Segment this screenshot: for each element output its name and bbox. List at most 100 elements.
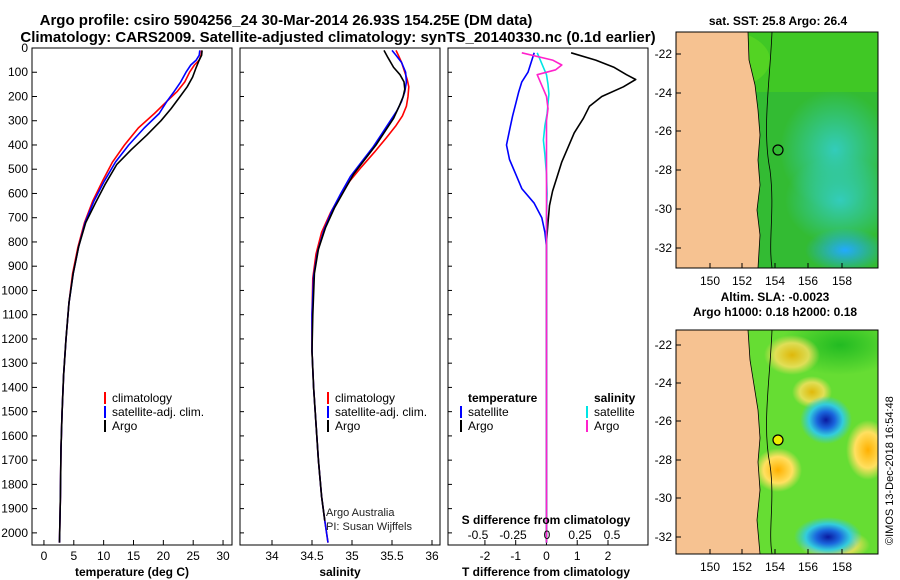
argo-location-marker <box>772 144 784 156</box>
s-difference-tick-label: -0.25 <box>499 528 527 542</box>
salinity-x-ticks: 34 34.5 35 35.5 36 <box>265 540 439 563</box>
lon-tick: 154 <box>765 274 785 288</box>
salinity-panel: 34 34.5 35 35.5 36 salinity climatology sate… <box>239 47 441 579</box>
lon-tick: 150 <box>700 560 720 574</box>
x-tick-label: 30 <box>216 549 230 563</box>
sla-map-field <box>676 330 878 554</box>
x-tick-label: 5 <box>70 549 77 563</box>
depth-tick-label: 1100 <box>2 308 28 322</box>
x-tick-label: 25 <box>187 549 201 563</box>
depth-tick-label: 200 <box>8 89 28 103</box>
header-line-1: Argo profile: csiro 5904256_24 30-Mar-20… <box>40 12 533 29</box>
sla-map: Altim. SLA: -0.0023 Argo h1000: 0.18 h20… <box>655 290 879 574</box>
temperature-panel: 0 5 10 15 20 25 30 temperature (deg C) climato… <box>31 47 233 579</box>
sst-map-frame <box>675 31 879 269</box>
t-difference-x-label: T difference from climatology <box>462 565 630 579</box>
sst-map: sat. SST: 25.8 Argo: 26.4 -22 -24 -26 -2… <box>655 14 879 288</box>
depth-tick-label: 1400 <box>1 380 28 394</box>
salinity-series <box>311 49 410 543</box>
lon-tick: 156 <box>798 560 818 574</box>
legend-label-salinity-satellite: satellite <box>594 405 635 419</box>
sst-map-title: sat. SST: 25.8 Argo: 26.4 <box>709 14 848 28</box>
series-line-temperature-satellite <box>505 52 548 543</box>
sla-map-title-2: Argo h1000: 0.18 h2000: 0.18 <box>693 305 857 319</box>
depth-tick-label: 1800 <box>1 477 28 491</box>
header-line-2: Climatology: CARS2009. Satellite-adjuste… <box>20 29 655 46</box>
legend-label-salinity-argo: Argo <box>594 419 620 433</box>
lat-tick: -22 <box>655 47 673 61</box>
lon-tick: 152 <box>732 560 752 574</box>
credit-line-1: Argo Australia <box>326 507 395 519</box>
legend-label-temperature-satellite: satellite <box>468 405 509 419</box>
series-line-argo <box>311 50 406 521</box>
x-tick-label: -1 <box>510 549 521 563</box>
s-difference-tick-label: -0.5 <box>468 528 489 542</box>
depth-tick-label: 1500 <box>1 405 28 419</box>
lat-tick: -28 <box>655 163 673 177</box>
x-tick-label: 1 <box>574 549 581 563</box>
x-tick-label: 0 <box>543 549 550 563</box>
depth-tick-label: 1900 <box>1 502 28 516</box>
credit-line-2: PI: Susan Wijffels <box>326 521 412 533</box>
s-difference-axis-label: S difference from climatology <box>462 513 631 527</box>
salinity-legend: climatology satellite-adj. clim. Argo <box>327 391 427 433</box>
legend-label-argo: Argo <box>112 419 138 433</box>
legend-label-temperature-argo: Argo <box>468 419 494 433</box>
depth-axis: 0 100 200 300 400 500 600 700 800 900 1000 1100 1200… <box>1 41 452 540</box>
s-difference-ticks: -0.5 -0.25 0 0.25 0.5 <box>468 528 621 542</box>
sst-map-lon-ticks: 150 152 154 156 158 <box>700 263 852 288</box>
lat-tick: -24 <box>655 86 673 100</box>
lat-tick: -30 <box>655 491 673 505</box>
sst-isobath <box>766 32 773 268</box>
x-tick-label: 0 <box>41 549 48 563</box>
depth-tick-label: 400 <box>8 138 28 152</box>
series-line-climatology <box>311 50 410 543</box>
series-line-satellite-adj-clim- <box>311 49 408 543</box>
depth-tick-label: 2000 <box>1 526 28 540</box>
temperature-legend: climatology satellite-adj. clim. Argo <box>104 391 204 433</box>
x-tick-label: 36 <box>425 549 439 563</box>
depth-tick-label: 800 <box>8 235 28 249</box>
series-line-salinity-argo <box>521 52 563 543</box>
x-tick-label: 34 <box>265 549 279 563</box>
sla-map-frame <box>675 329 879 555</box>
difference-legend: temperature satellite Argo salinity sate… <box>460 391 636 433</box>
argo-location-marker <box>772 434 784 446</box>
lat-tick: -32 <box>655 530 673 544</box>
sst-map-lat-ticks: -22 -24 -26 -28 -30 -32 <box>655 47 681 255</box>
sla-map-lon-ticks: 150 152 154 156 158 <box>700 549 852 574</box>
depth-tick-label: 1300 <box>1 356 28 370</box>
legend-label-satellite: satellite-adj. clim. <box>112 405 204 419</box>
s-difference-tick-label: 0.5 <box>604 528 621 542</box>
sst-map-field <box>676 32 878 268</box>
x-tick-label: 15 <box>127 549 141 563</box>
lat-tick: -28 <box>655 453 673 467</box>
depth-tick-label: 100 <box>8 65 28 79</box>
salinity-x-label: salinity <box>319 565 361 579</box>
depth-tick-label: 500 <box>8 162 28 176</box>
x-tick-label: -2 <box>480 549 491 563</box>
depth-tick-label: 1200 <box>1 332 28 346</box>
lon-tick: 154 <box>765 560 785 574</box>
lat-tick: -22 <box>655 338 673 352</box>
salinity-panel-frame <box>239 47 441 546</box>
depth-tick-label: 900 <box>8 259 28 273</box>
temperature-x-ticks: 0 5 10 15 20 25 30 <box>41 540 230 563</box>
depth-tick-label: 1600 <box>1 429 28 443</box>
x-tick-label: 20 <box>157 549 171 563</box>
sla-map-lat-ticks: -22 -24 -26 -28 -30 -32 <box>655 338 681 544</box>
depth-tick-label: 1700 <box>1 453 28 467</box>
temperature-panel-frame <box>31 47 233 546</box>
lat-tick: -26 <box>655 124 673 138</box>
temperature-series <box>58 50 203 543</box>
sla-map-title-1: Altim. SLA: -0.0023 <box>721 290 830 304</box>
series-line-climatology <box>58 50 203 543</box>
difference-panel-frame <box>447 47 649 546</box>
lat-tick: -32 <box>655 241 673 255</box>
lon-tick: 158 <box>832 274 852 288</box>
difference-series <box>505 52 637 543</box>
x-tick-label: 10 <box>97 549 111 563</box>
lon-tick: 158 <box>832 560 852 574</box>
depth-tick-label: 700 <box>8 211 28 225</box>
